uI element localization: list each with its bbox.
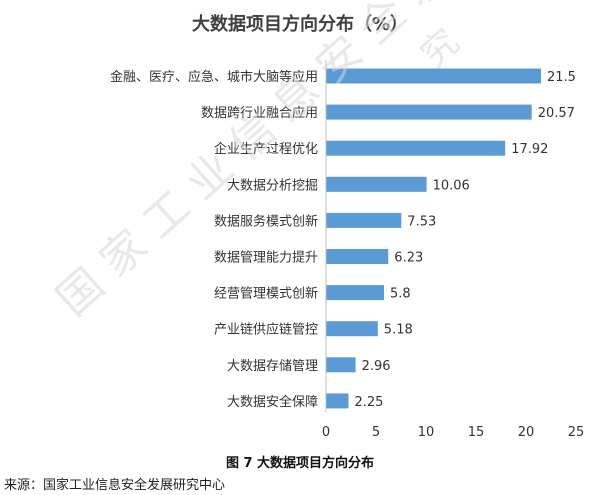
- x-tick-label: 15: [468, 425, 485, 440]
- bar: [326, 212, 402, 228]
- value-label: 6.23: [394, 251, 423, 266]
- x-tick-label: 10: [418, 425, 435, 440]
- category-label: 大数据存储管理: [227, 359, 318, 374]
- category-labels: 金融、医疗、应急、城市大脑等应用数据跨行业融合应用企业生产过程优化大数据分析挖掘…: [110, 69, 318, 410]
- value-label: 2.96: [362, 359, 391, 374]
- x-tick-label: 0: [322, 425, 330, 440]
- x-tick-label: 5: [372, 425, 380, 440]
- value-label: 7.53: [407, 214, 436, 229]
- category-label: 金融、医疗、应急、城市大脑等应用: [110, 69, 318, 85]
- x-tick-label: 25: [568, 425, 585, 440]
- category-label: 数据管理能力提升: [214, 250, 318, 266]
- category-label: 大数据分析挖掘: [227, 178, 318, 193]
- bars-layer: [326, 68, 541, 409]
- category-label: 大数据安全保障: [227, 394, 318, 410]
- bar: [326, 68, 541, 84]
- source-note: 来源：国家工业信息安全发展研究中心: [4, 478, 226, 493]
- category-label: 企业生产过程优化: [214, 141, 318, 157]
- category-label: 数据服务模式创新: [214, 213, 318, 229]
- value-label: 21.5: [547, 70, 576, 85]
- category-label: 数据跨行业融合应用: [201, 105, 318, 121]
- value-labels: 21.5 20.57 17.92 10.06 7.53 6.23 5.8 5.18 2.96 2.…: [355, 70, 576, 410]
- value-label: 2.25: [355, 395, 384, 410]
- bar: [326, 321, 378, 337]
- bar: [326, 176, 427, 192]
- bar: [326, 357, 356, 373]
- chart-title: 大数据项目方向分布（%）: [192, 13, 408, 35]
- value-label: 5.18: [384, 323, 413, 338]
- x-axis-ticks: 0 5 10 15 20 25: [322, 425, 584, 440]
- bar: [326, 249, 389, 264]
- bar: [326, 104, 532, 120]
- value-label: 17.92: [511, 142, 548, 157]
- figure-caption: 图 7 大数据项目方向分布: [225, 456, 375, 471]
- value-label: 20.57: [538, 106, 575, 121]
- value-label: 10.06: [433, 178, 470, 193]
- bar: [326, 393, 349, 409]
- bar: [326, 140, 506, 156]
- value-label: 5.8: [390, 287, 411, 302]
- bar: [326, 285, 384, 301]
- category-label: 产业链供应链管控: [214, 322, 318, 338]
- x-tick-label: 20: [518, 425, 535, 440]
- category-label: 经营管理模式创新: [214, 286, 318, 302]
